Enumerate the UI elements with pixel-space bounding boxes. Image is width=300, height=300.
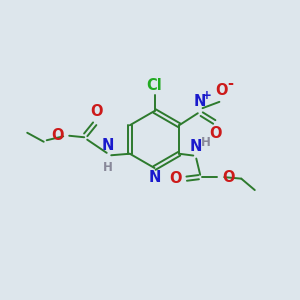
Text: Cl: Cl bbox=[147, 78, 162, 93]
Text: O: O bbox=[169, 171, 181, 186]
Text: O: O bbox=[51, 128, 64, 143]
Text: N: N bbox=[102, 138, 114, 153]
Text: O: O bbox=[90, 104, 103, 119]
Text: N: N bbox=[194, 94, 206, 110]
Text: O: O bbox=[209, 126, 222, 141]
Text: -: - bbox=[227, 76, 233, 91]
Text: O: O bbox=[215, 83, 228, 98]
Text: O: O bbox=[222, 170, 235, 185]
Text: +: + bbox=[202, 89, 212, 102]
Text: H: H bbox=[201, 136, 211, 149]
Text: N: N bbox=[190, 139, 202, 154]
Text: N: N bbox=[148, 169, 161, 184]
Text: H: H bbox=[103, 161, 113, 174]
